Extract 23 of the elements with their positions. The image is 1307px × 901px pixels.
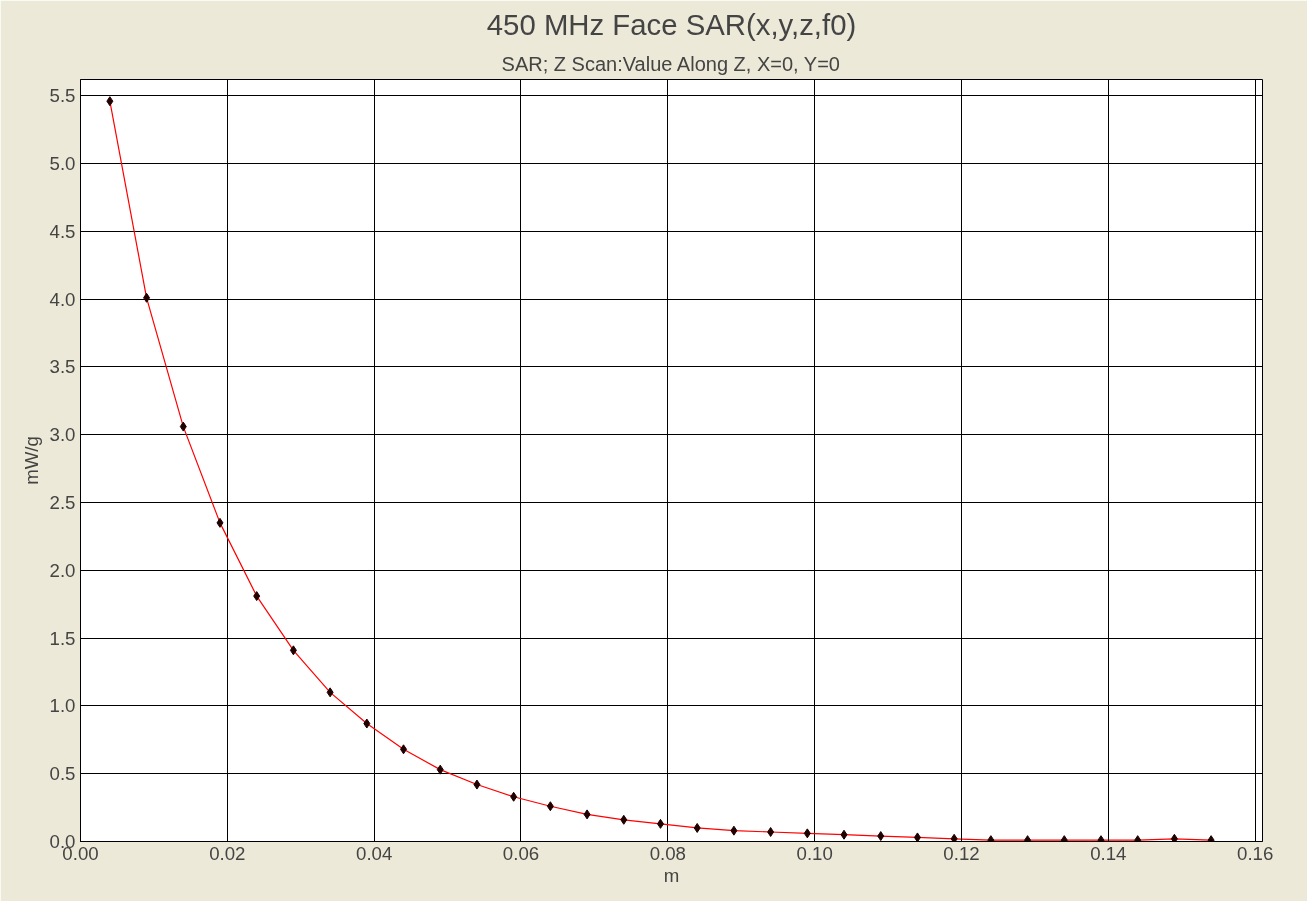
y-tick-label: 1.0 <box>49 695 76 717</box>
y-tick-label: 5.5 <box>49 85 76 107</box>
x-tick-label: 0.14 <box>1090 842 1127 864</box>
x-axis-title: m <box>663 864 680 886</box>
x-tick-label: 0.06 <box>502 842 540 864</box>
x-tick-label: 0.04 <box>356 842 393 864</box>
y-tick-label: 4.0 <box>49 288 76 310</box>
y-tick-label: 2.5 <box>49 492 76 514</box>
x-tick-label: 0.12 <box>943 842 980 864</box>
chart-title: 450 MHz Face SAR(x,y,z,f0) <box>486 7 857 41</box>
x-tick-label: 0.16 <box>1237 842 1274 864</box>
y-tick-label: 3.5 <box>49 356 76 378</box>
x-tick-label: 0.02 <box>209 842 246 864</box>
y-tick-label: 1.5 <box>49 627 76 649</box>
y-tick-label: 3.0 <box>49 424 76 446</box>
y-axis-title: mW/g <box>20 436 42 485</box>
x-tick-label: 0.10 <box>796 842 833 864</box>
y-tick-label: 2.0 <box>49 559 76 581</box>
y-tick-label: 0.5 <box>49 763 76 785</box>
y-tick-label: 4.5 <box>49 220 76 242</box>
y-tick-label: 5.0 <box>49 153 76 175</box>
chart-subtitle: SAR; Z Scan:Value Along Z, X=0, Y=0 <box>501 52 840 75</box>
x-tick-label: 0.08 <box>649 842 686 864</box>
